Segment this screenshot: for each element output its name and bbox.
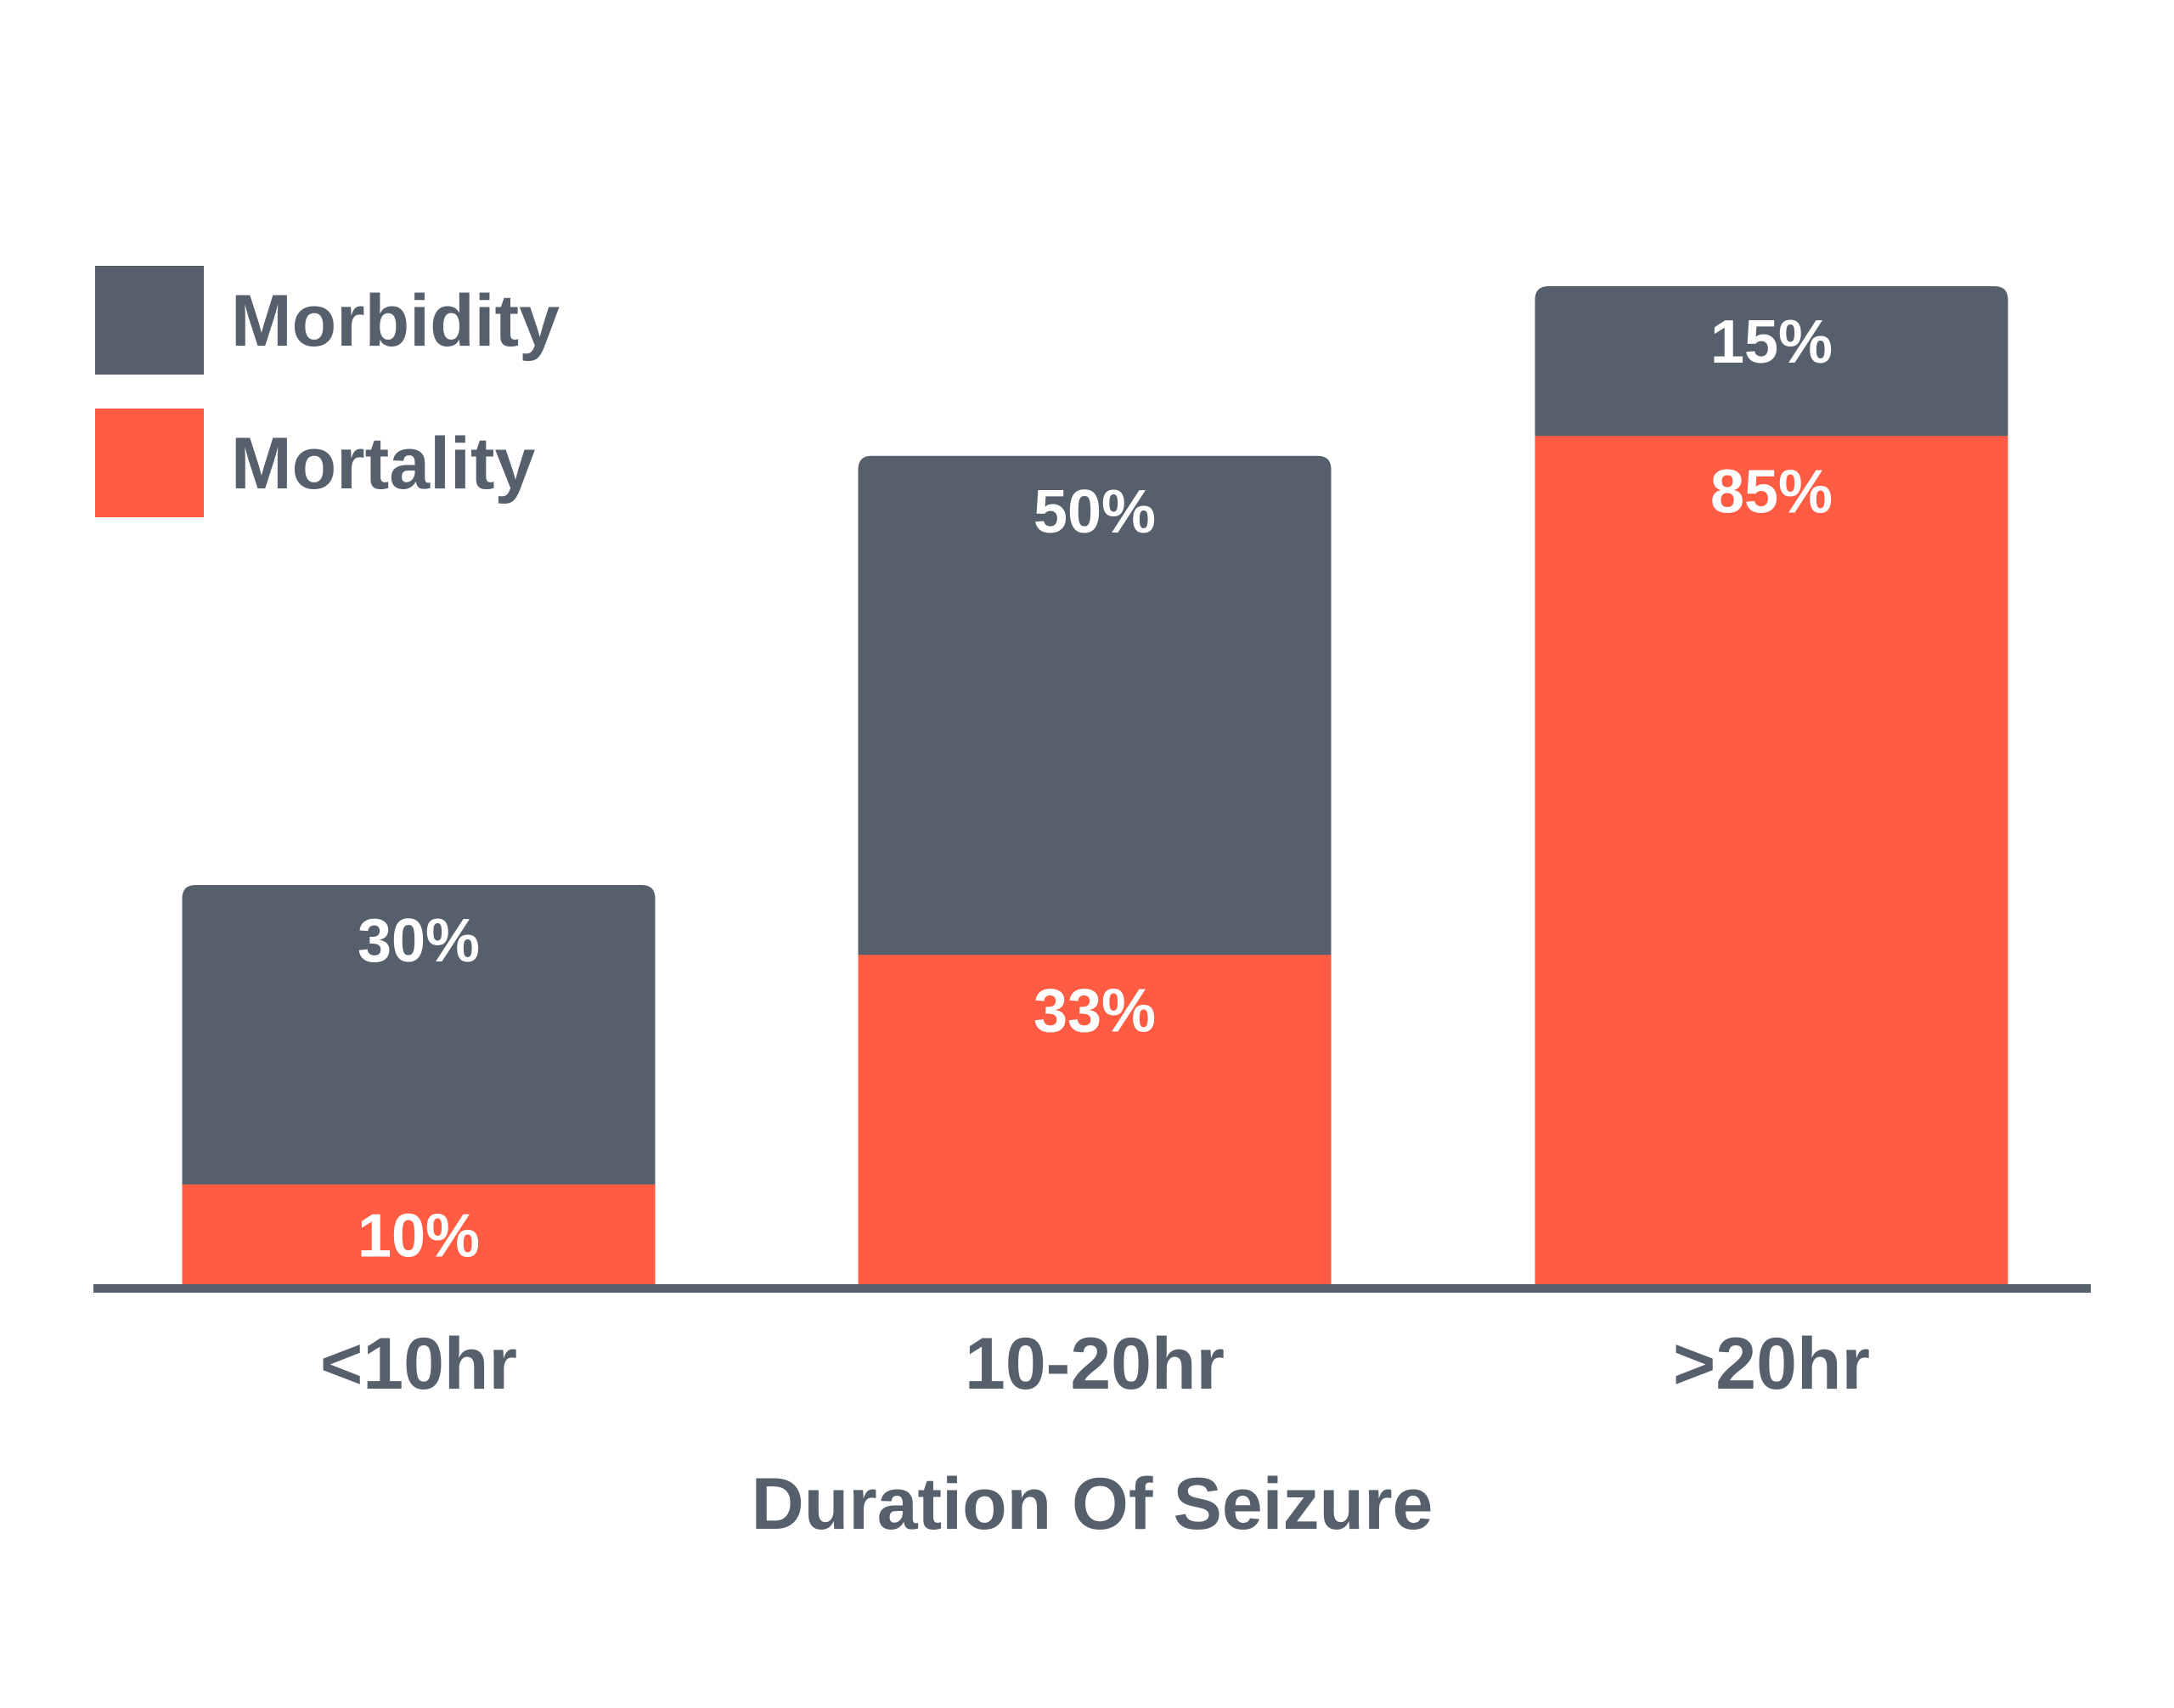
x-tick-label-2: >20hr xyxy=(1673,1323,1870,1405)
legend-swatch-morbidity xyxy=(95,266,204,375)
bar-mortality-0 xyxy=(182,1184,656,1284)
x-tick-label-0: <10hr xyxy=(320,1323,517,1405)
x-axis-title: Duration Of Seizure xyxy=(752,1463,1433,1545)
legend-label-mortality: Mortality xyxy=(231,423,536,505)
bar-morbidity-1 xyxy=(858,455,1332,957)
bars-group xyxy=(182,286,2008,1284)
data-label-morbidity-2: 15% xyxy=(1710,308,1833,376)
bar-mortality-2 xyxy=(1535,436,2008,1284)
bar-mortality-1 xyxy=(858,955,1332,1284)
data-label-mortality-0: 10% xyxy=(358,1202,480,1270)
bar-morbidity-2 xyxy=(1535,286,2008,438)
data-label-mortality-1: 33% xyxy=(1033,977,1156,1045)
data-label-mortality-2: 85% xyxy=(1710,458,1833,526)
data-label-morbidity-0: 30% xyxy=(358,907,480,975)
legend-label-morbidity: Morbidity xyxy=(231,280,560,362)
legend: Morbidity Mortality xyxy=(95,266,560,517)
x-tick-label-1: 10-20hr xyxy=(965,1323,1225,1405)
legend-swatch-mortality xyxy=(95,409,204,517)
bar-labels-group: 30% 10% 50% 33% 15% 85% xyxy=(358,308,1833,1270)
data-label-morbidity-1: 50% xyxy=(1033,478,1156,546)
x-tick-labels-group: <10hr 10-20hr >20hr xyxy=(320,1323,1870,1405)
bar-morbidity-0 xyxy=(182,885,656,1187)
